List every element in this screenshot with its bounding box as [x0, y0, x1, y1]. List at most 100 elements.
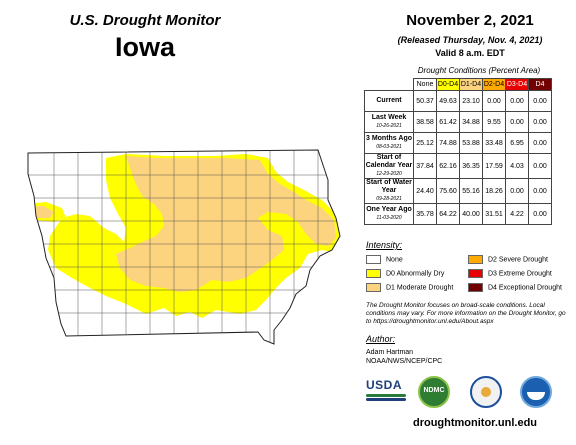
ndmc-logo-text: NDMC: [423, 387, 445, 394]
table-cell: 6.95: [505, 132, 529, 154]
author-heading: Author:: [366, 334, 396, 344]
table-cell: 4.22: [505, 203, 529, 225]
legend-swatch: [468, 255, 483, 264]
legend-label: D2 Severe Drought: [488, 256, 548, 264]
table-cell: 74.88: [436, 132, 460, 154]
row-label-text: Current: [376, 97, 402, 104]
legend-swatch: [468, 283, 483, 292]
table-cell: 0.00: [505, 178, 529, 204]
legend-label: D1 Moderate Drought: [386, 284, 454, 292]
row-label-text: Start of Calendar Year: [365, 154, 413, 169]
row-label: Last Week 10-26-2021: [364, 111, 414, 133]
legend-swatch: [366, 283, 381, 292]
table-row: 3 Months Ago 08-03-2021 25.12 74.88 53.88…: [364, 132, 552, 154]
row-label: Current: [364, 90, 414, 112]
row-label-date: 12-29-2020: [376, 171, 402, 177]
row-label: Start of Calendar Year 12-29-2020: [364, 153, 414, 179]
header-blank: [365, 79, 414, 91]
table-cell: 50.37: [413, 90, 437, 112]
d1-moderate-drought-area: [116, 156, 336, 292]
doc-seal-logo: [470, 376, 502, 408]
table-cell: 61.42: [436, 111, 460, 133]
row-label-date: 10-26-2021: [376, 123, 402, 129]
usda-logo: USDA: [366, 378, 406, 404]
table-cell: 38.58: [413, 111, 437, 133]
table-cell: 0.00: [482, 90, 506, 112]
table-cell: 18.26: [482, 178, 506, 204]
usda-logo-field: [366, 394, 406, 397]
state-border: [27, 149, 341, 345]
legend-swatch: [366, 255, 381, 264]
author-info: Adam Hartman NOAA/NWS/NCEP/CPC: [366, 348, 442, 366]
usda-logo-text: USDA: [366, 378, 403, 392]
table-cell: 0.00: [505, 111, 529, 133]
table-cell: 0.00: [528, 153, 552, 179]
release-date: (Released Thursday, Nov. 4, 2021): [397, 35, 543, 45]
row-label: Start of Water Year 09-28-2021: [364, 178, 414, 204]
table-row: Start of Water Year 09-28-2021 24.40 75.6…: [364, 178, 552, 204]
valid-time: Valid 8 a.m. EDT: [435, 48, 505, 58]
drought-conditions-table: None D0-D4 D1-D4 D2-D4 D3-D4 D4 Current …: [364, 78, 552, 225]
monitor-title: U.S. Drought Monitor: [69, 12, 221, 29]
table-cell: 36.35: [459, 153, 483, 179]
table-row: Current 50.37 49.63 23.10 0.00 0.00 0.00: [364, 90, 552, 112]
table-row: Last Week 10-26-2021 38.58 61.42 34.88 9.…: [364, 111, 552, 133]
table-cell: 31.51: [482, 203, 506, 225]
author-name: Adam Hartman: [366, 349, 414, 356]
intensity-heading: Intensity:: [366, 240, 403, 250]
row-label: 3 Months Ago 08-03-2021: [364, 132, 414, 154]
row-label-date: 09-28-2021: [376, 196, 402, 202]
drought-areas: [28, 150, 340, 344]
header-d3-d4: D3-D4: [505, 78, 529, 91]
table-cell: 4.03: [505, 153, 529, 179]
table-header-row: None D0-D4 D1-D4 D2-D4 D3-D4 D4: [365, 78, 552, 91]
table-cell: 9.55: [482, 111, 506, 133]
table-cell: 0.00: [528, 111, 552, 133]
legend-label: None: [386, 256, 403, 264]
table-cell: 37.84: [413, 153, 437, 179]
legend-swatch: [468, 269, 483, 278]
row-label-text: One Year Ago: [366, 206, 412, 213]
table-cell: 0.00: [505, 90, 529, 112]
table-cell: 23.10: [459, 90, 483, 112]
table-cell: 33.48: [482, 132, 506, 154]
table-cell: 64.22: [436, 203, 460, 225]
website-url[interactable]: droughtmonitor.unl.edu: [412, 417, 538, 429]
table-row: One Year Ago 11-03-2020 35.78 64.22 40.00…: [364, 203, 552, 225]
state-title: Iowa: [114, 32, 175, 62]
legend-label: D3 Extreme Drought: [488, 270, 552, 278]
table-cell: 0.00: [528, 132, 552, 154]
noaa-logo: [520, 376, 552, 408]
table-caption: Drought Conditions (Percent Area): [417, 66, 541, 75]
county-grid: [28, 150, 340, 344]
doc-seal-center: [481, 387, 491, 397]
header-d1-d4: D1-D4: [459, 78, 483, 91]
iowa-drought-map: [27, 149, 341, 345]
table-row: Start of Calendar Year 12-29-2020 37.84 6…: [364, 153, 552, 179]
table-cell: 62.16: [436, 153, 460, 179]
legend-item-d1: D1 Moderate Drought: [366, 283, 453, 293]
legend-item-d2: D2 Severe Drought: [468, 255, 548, 265]
legend-item-none: None: [366, 255, 403, 265]
monitor-note: The Drought Monitor focuses on broad-sca…: [366, 302, 566, 325]
legend-item-d4: D4 Exceptional Drought: [468, 283, 562, 293]
header-d2-d4: D2-D4: [482, 78, 506, 91]
legend-label: D0 Abnormally Dry: [386, 270, 445, 278]
table-cell: 53.88: [459, 132, 483, 154]
table-cell: 35.78: [413, 203, 437, 225]
table-cell: 55.16: [459, 178, 483, 204]
noaa-logo-gull: [527, 392, 545, 400]
legend-label: D4 Exceptional Drought: [488, 284, 562, 292]
row-label-date: 08-03-2021: [376, 144, 402, 150]
report-date: November 2, 2021: [406, 12, 534, 29]
table-cell: 17.59: [482, 153, 506, 179]
usda-logo-field: [366, 398, 406, 401]
table-cell: 25.12: [413, 132, 437, 154]
legend-item-d3: D3 Extreme Drought: [468, 269, 552, 279]
ndmc-logo: NDMC: [418, 376, 450, 408]
table-cell: 34.88: [459, 111, 483, 133]
row-label-text: Start of Water Year: [366, 179, 412, 194]
row-label-text: Last Week: [371, 114, 407, 121]
row-label: One Year Ago 11-03-2020: [364, 203, 414, 225]
header-none: None: [413, 78, 437, 91]
